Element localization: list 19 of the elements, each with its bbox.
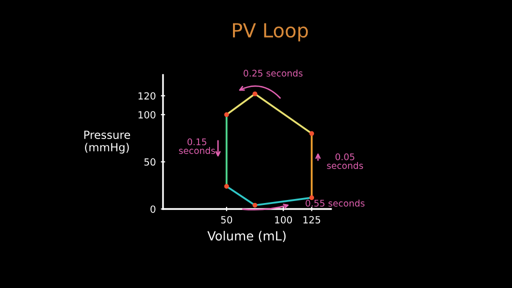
annotation: 0.15 seconds <box>179 138 216 154</box>
y-tick-label: 100 <box>138 111 156 118</box>
point <box>224 112 229 118</box>
annotation: 0.05 seconds <box>327 153 364 169</box>
annotation: 0.25 seconds <box>244 70 302 77</box>
point <box>309 131 314 136</box>
y-axis-title: Pressure (mmHg) <box>84 130 130 154</box>
x-tick-label: 50 <box>221 216 232 224</box>
annotation: 0.55 seconds <box>306 200 364 207</box>
x-axis-title: Volume (mL) <box>207 230 286 242</box>
point <box>224 184 229 189</box>
y-tick-label: 0 <box>150 205 156 213</box>
y-tick-label: 50 <box>144 158 156 166</box>
x-tick-label: 100 <box>275 216 292 224</box>
chart-title: PV Loop <box>232 23 308 42</box>
y-tick-label: 120 <box>138 92 156 100</box>
x-tick-label: 125 <box>303 216 320 224</box>
point <box>252 91 258 96</box>
point <box>252 202 258 208</box>
